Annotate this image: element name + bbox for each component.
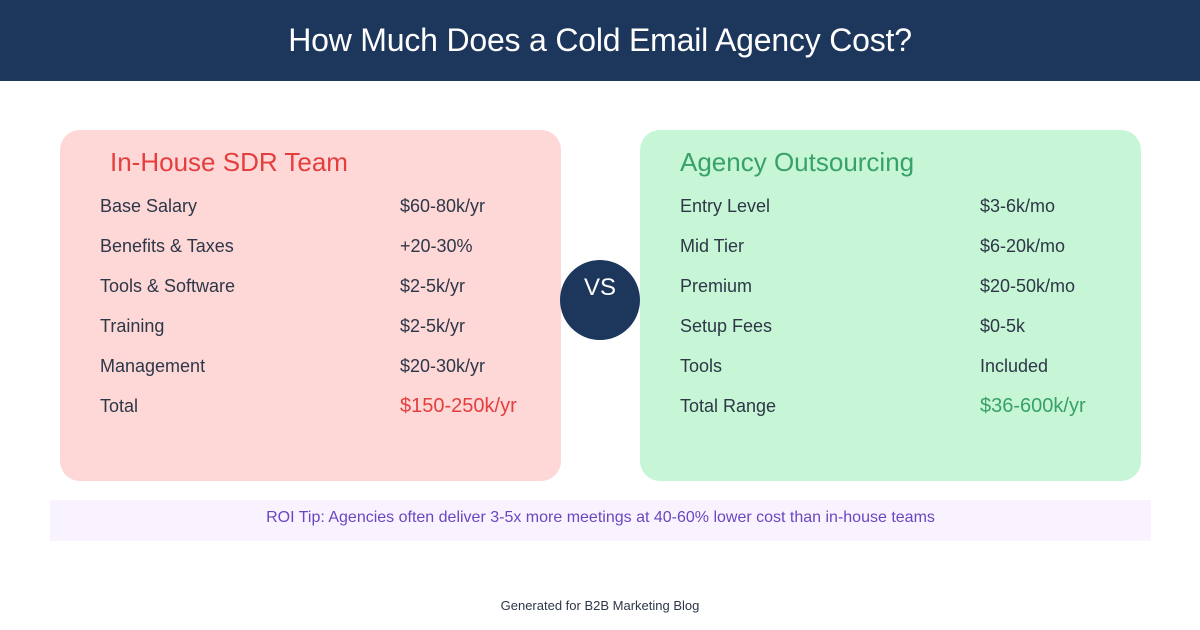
cost-label: Tools bbox=[680, 356, 723, 376]
cost-label: Tools & Software bbox=[100, 276, 236, 296]
cost-label: Base Salary bbox=[100, 196, 198, 216]
cost-label: Setup Fees bbox=[680, 316, 773, 336]
cost-label: Entry Level bbox=[680, 196, 771, 216]
cost-value: $2-5k/yr bbox=[400, 276, 466, 296]
cost-value: $6-20k/mo bbox=[980, 236, 1066, 256]
total-row: Total $150-250k/yr bbox=[100, 395, 540, 420]
cost-row: Entry Level $3-6k/mo bbox=[680, 196, 1120, 220]
cost-row: Management $20-30k/yr bbox=[100, 356, 540, 380]
cost-label: Premium bbox=[680, 276, 753, 296]
cost-label: Mid Tier bbox=[680, 236, 745, 256]
vs-label: VS bbox=[583, 274, 616, 301]
page-title: How Much Does a Cold Email Agency Cost? bbox=[288, 22, 912, 58]
cost-row: Base Salary $60-80k/yr bbox=[100, 196, 540, 220]
cost-row: Mid Tier $6-20k/mo bbox=[680, 236, 1120, 260]
cost-row: Premium $20-50k/mo bbox=[680, 276, 1120, 300]
footer-credit: Generated for B2B Marketing Blog bbox=[500, 598, 700, 613]
cost-label: Management bbox=[100, 356, 206, 376]
total-value: $36-600k/yr bbox=[980, 395, 1086, 417]
in-house-card: In-House SDR Team Base Salary $60-80k/yr… bbox=[60, 130, 561, 481]
cost-value: Included bbox=[980, 356, 1049, 376]
total-row: Total Range $36-600k/yr bbox=[680, 395, 1120, 420]
cost-value: $20-50k/mo bbox=[980, 276, 1076, 296]
cost-row: Tools Included bbox=[680, 356, 1120, 380]
cost-row: Tools & Software $2-5k/yr bbox=[100, 276, 540, 300]
cost-label: Benefits & Taxes bbox=[100, 236, 234, 256]
cost-value: $0-5k bbox=[980, 316, 1026, 336]
header-banner: How Much Does a Cold Email Agency Cost? bbox=[0, 0, 1200, 81]
cost-value: $3-6k/mo bbox=[980, 196, 1056, 216]
cost-row: Setup Fees $0-5k bbox=[680, 316, 1120, 340]
total-label: Total bbox=[100, 396, 139, 416]
cost-row: Benefits & Taxes +20-30% bbox=[100, 236, 540, 260]
roi-tip-banner: ROI Tip: Agencies often deliver 3-5x mor… bbox=[50, 500, 1151, 541]
vs-badge: VS bbox=[560, 260, 640, 340]
cost-value: $2-5k/yr bbox=[400, 316, 466, 336]
agency-card: Agency Outsourcing Entry Level $3-6k/mo … bbox=[640, 130, 1141, 481]
cost-row: Training $2-5k/yr bbox=[100, 316, 540, 340]
total-value: $150-250k/yr bbox=[400, 395, 517, 417]
agency-title: Agency Outsourcing bbox=[680, 147, 915, 177]
cost-value: $20-30k/yr bbox=[400, 356, 486, 376]
cost-value: $60-80k/yr bbox=[400, 196, 486, 216]
total-label: Total Range bbox=[680, 396, 777, 416]
cost-value: +20-30% bbox=[400, 236, 473, 256]
in-house-title: In-House SDR Team bbox=[110, 147, 348, 177]
cost-label: Training bbox=[100, 316, 165, 336]
roi-tip-text: ROI Tip: Agencies often deliver 3-5x mor… bbox=[266, 508, 935, 526]
